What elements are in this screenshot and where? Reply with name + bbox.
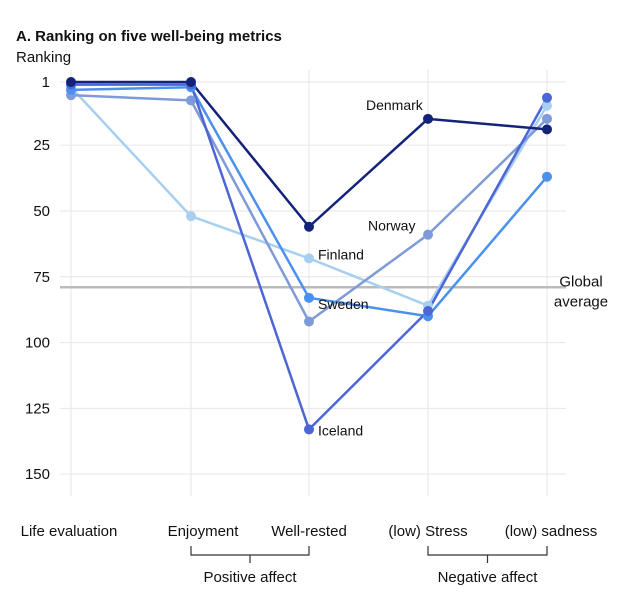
point-iceland (304, 424, 314, 435)
point-denmark (304, 221, 314, 232)
y-tick-label: 150 (25, 466, 50, 483)
global-average-label-line1: Global (559, 273, 602, 290)
bracket-negative-affect (427, 546, 548, 556)
point-finland (542, 100, 552, 111)
reference-line-group: Global average (60, 273, 608, 310)
y-tick-label: 25 (33, 137, 50, 154)
group-label-negative-affect: Negative affect (438, 569, 539, 586)
point-sweden (542, 171, 552, 182)
point-denmark (542, 124, 552, 135)
point-norway (304, 316, 314, 327)
point-norway (542, 113, 552, 124)
bracket-positive-affect (190, 546, 310, 556)
y-axis-label: Ranking (16, 49, 71, 66)
label-finland: Finland (318, 246, 364, 262)
category-label-enjoyment: Enjoyment (168, 523, 240, 540)
series-group (66, 77, 552, 435)
y-tick-label: 1 (42, 74, 50, 91)
point-iceland (423, 305, 433, 316)
point-norway (423, 229, 433, 240)
point-denmark (186, 77, 196, 87)
point-finland (304, 253, 314, 264)
category-group-brackets: Positive affect Negative affect (190, 546, 548, 586)
y-tick-label: 50 (33, 203, 50, 220)
point-denmark (66, 77, 76, 87)
y-tick-label: 75 (33, 269, 50, 286)
y-tick-label: 100 (25, 335, 50, 352)
category-label-low-stress: (low) Stress (388, 523, 467, 540)
x-category-labels: Life evaluation Enjoyment Well-rested (low)… (21, 523, 598, 540)
global-average-label-line2: average (554, 293, 608, 310)
category-label-low-sadness: (low) sadness (505, 523, 598, 540)
category-label-well-rested: Well-rested (271, 523, 347, 540)
label-sweden: Sweden (318, 296, 369, 312)
label-iceland: Iceland (318, 422, 363, 438)
y-tick-label: 125 (25, 400, 50, 417)
point-finland (186, 211, 196, 222)
group-label-positive-affect: Positive affect (203, 569, 297, 586)
label-denmark: Denmark (366, 97, 424, 113)
label-norway: Norway (368, 218, 415, 234)
point-sweden (304, 292, 314, 303)
point-norway (186, 95, 196, 106)
point-denmark (423, 113, 433, 124)
point-iceland (542, 92, 552, 103)
chart-title: A. Ranking on five well-being metrics (16, 28, 282, 45)
category-label-life-evaluation: Life evaluation (21, 523, 118, 540)
